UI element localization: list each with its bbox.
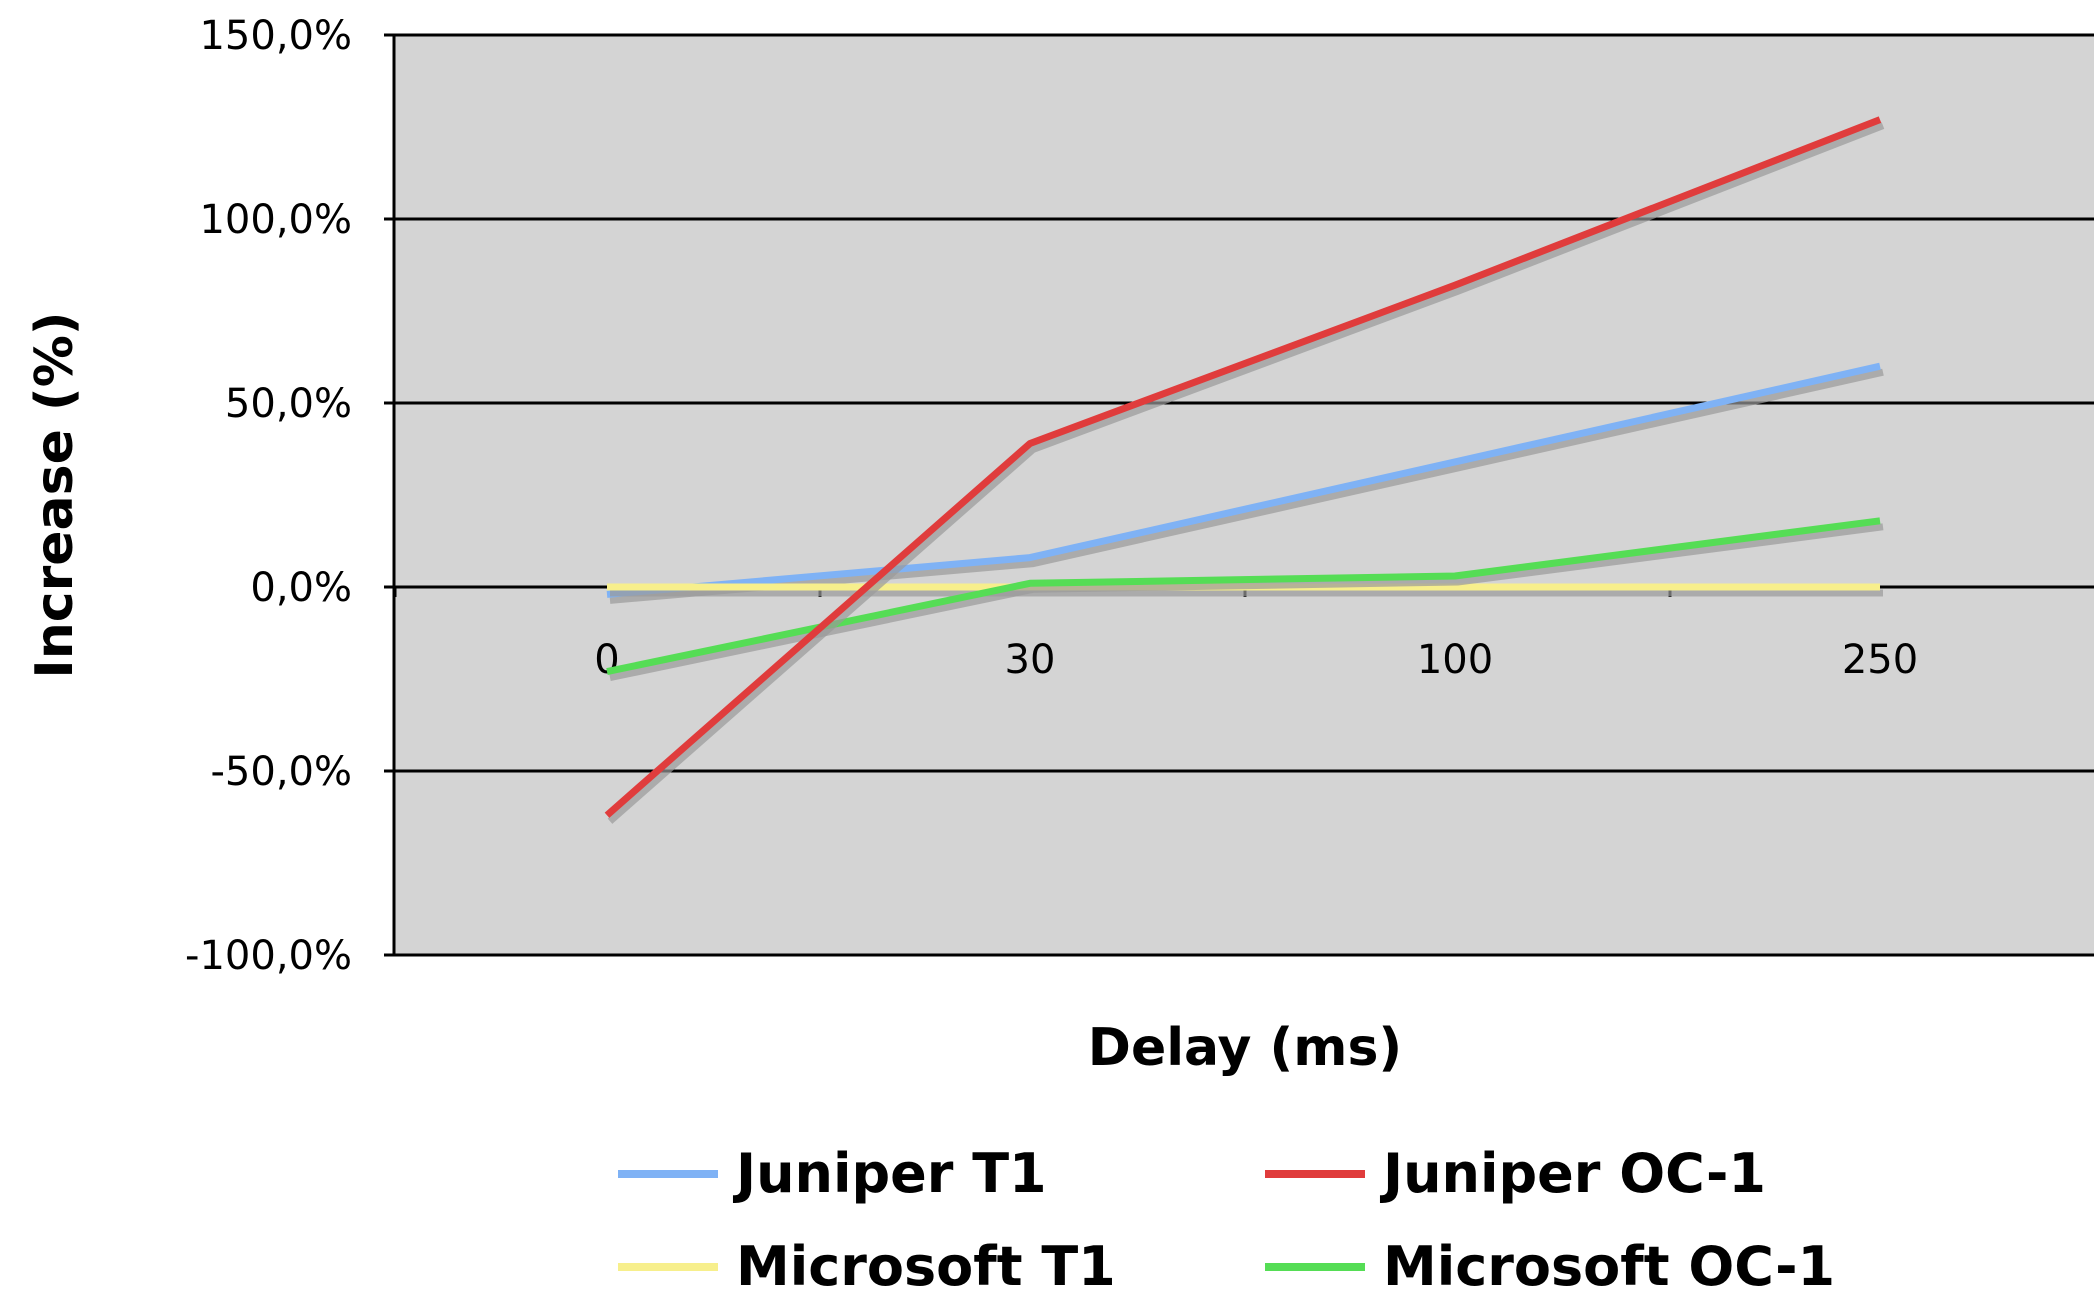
y-tick-label: -100,0% (185, 933, 352, 979)
series-line-shadow (607, 122, 1885, 824)
y-tick-label: 50,0% (225, 381, 352, 427)
y-tick-label: 150,0% (199, 13, 352, 59)
legend-label: Juniper OC-1 (1379, 1142, 1766, 1205)
plot-area (394, 35, 2094, 955)
y-tick-label: 100,0% (199, 197, 352, 243)
x-tick-label: 30 (1005, 637, 1056, 683)
legend-label: Microsoft T1 (736, 1235, 1116, 1298)
y-axis-title: Increase (%) (25, 311, 85, 678)
x-tick-label: 250 (1842, 637, 1918, 683)
series-line (604, 116, 1882, 818)
y-tick-label: 0,0% (250, 565, 352, 611)
legend-label: Microsoft OC-1 (1383, 1235, 1835, 1298)
series-line (606, 362, 1881, 598)
x-axis-title: Delay (ms) (1088, 1018, 1402, 1078)
y-tick-label: -50,0% (210, 749, 352, 795)
x-tick-label: 100 (1417, 637, 1493, 683)
legend-label: Juniper T1 (732, 1142, 1047, 1205)
series-line-shadow (609, 368, 1884, 604)
